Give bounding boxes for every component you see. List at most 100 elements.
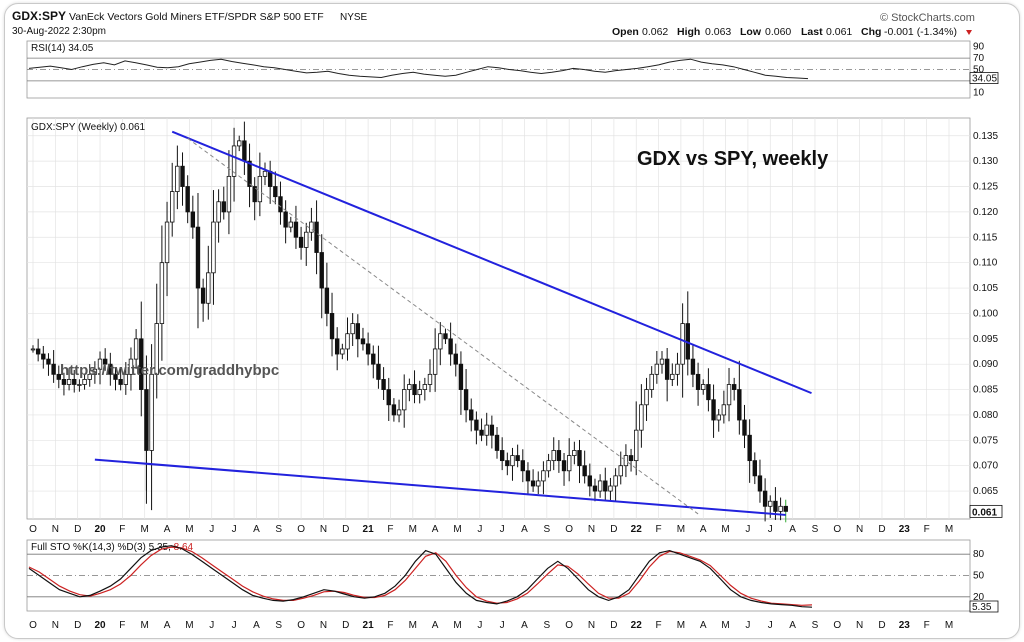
x-tick-label: F [924,524,930,535]
candle-body [200,287,206,304]
candle-body [592,485,598,492]
x-tick-label: J [745,620,750,631]
candle-body [432,348,438,375]
x-tick-label: S [544,524,551,535]
stochastic-legend: Full STO %K(14,3) %D(3) 5.35, 8.64 [31,542,194,553]
x-tick-label: S [544,620,551,631]
candle-body [716,414,721,421]
candle-body [108,363,113,375]
x-tick-label: M [721,620,729,631]
candle-body [92,368,98,375]
x-tick-label: D [878,620,885,631]
candle-body [231,145,237,177]
x-tick-label: A [253,620,260,631]
candle-body [438,333,443,350]
candle-body [582,465,587,477]
last-price-box [969,504,1003,518]
x-tick-label: D [878,524,885,535]
candle-body [726,384,732,406]
candle-body [551,450,556,462]
open-value: 0.062 [642,26,668,38]
candle-body [77,384,82,386]
x-tick-label: J [209,524,214,535]
down-arrow-icon [966,30,972,35]
x-tick-label: N [52,620,59,631]
x-tick-label: M [677,524,685,535]
stockcharts-brand: © StockCharts.com [880,12,975,24]
rsi-tick-label: 50 [973,65,985,76]
candle-body [536,480,541,487]
x-tick-label: F [119,620,125,631]
x-tick-label: N [320,524,327,535]
candle-body [706,384,711,401]
price-tick-label: 0.100 [973,308,998,319]
candle-body [123,373,129,385]
quote-bar: Open 0.062 High 0.063 Low 0.060 Last 0.0… [612,26,972,38]
x-tick-label: M [141,620,149,631]
candle-body [520,460,525,472]
x-tick-label: D [74,620,81,631]
candle-body [221,201,226,213]
x-tick-label: 20 [94,524,106,535]
x-tick-label: A [253,524,260,535]
candle-body [381,379,386,390]
stochastic-last-value-label: 5.35 [972,602,992,613]
x-tick-label: 23 [899,524,911,535]
candle-body [737,389,742,421]
candle-body [350,323,355,335]
candle-body [278,196,283,213]
x-tick-label: M [185,524,193,535]
symbol-label: GDX:SPY [12,9,66,23]
x-tick-label: A [700,620,707,631]
chg-label: Chg [861,26,881,38]
candle-body [768,500,773,507]
x-tick-label: 21 [363,620,375,631]
candle-body [701,384,706,390]
candle-body [649,373,654,390]
x-tick-label: M [945,524,953,535]
candle-body [329,313,335,340]
candle-body [226,175,232,213]
x-tick-label: M [409,620,417,631]
high-value: 0.063 [705,26,731,38]
x-tick-label: J [477,524,482,535]
candle-body [216,201,221,223]
candle-body [463,389,469,411]
stochastic-d-line [28,546,813,606]
x-tick-label: A [432,620,439,631]
x-tick-label: F [387,524,393,535]
x-tick-label: F [924,620,930,631]
trendline [94,458,786,516]
x-tick-label: 21 [363,524,375,535]
candle-body [608,485,613,492]
rsi-legend: RSI(14) 34.05 [31,43,94,54]
candle-body [623,455,629,467]
candle-body [407,384,412,390]
candle-body [376,363,381,380]
price-tick-label: 0.070 [973,461,998,472]
candle-body [634,429,639,462]
x-tick-label: D [74,524,81,535]
candle-body [499,450,505,462]
candle-body [170,191,175,223]
candle-body [396,409,402,416]
candle-body [133,338,139,360]
dashed-trendline [187,137,699,515]
stochastic-tick-label: 80 [973,549,985,560]
x-tick-label: M [677,620,685,631]
x-tick-label: J [500,524,505,535]
price-tick-label: 0.105 [973,283,998,294]
candle-body [113,373,118,380]
x-axis-stochastic: O N D 20 F M A M J J A S O N D 21 F M A M J J A S O N D 22 F M A M J J A S O… [29,620,953,631]
candle-body [195,226,201,289]
candle-body [443,333,448,340]
stochastic-k-line [28,545,813,608]
candle-body [778,505,783,512]
chart-frame [4,3,1020,639]
last-price-label: 0.061 [972,507,997,518]
candle-body [402,389,407,411]
x-tick-label: A [789,524,796,535]
price-tick-label: 0.065 [973,486,998,497]
candle-body [180,165,185,187]
